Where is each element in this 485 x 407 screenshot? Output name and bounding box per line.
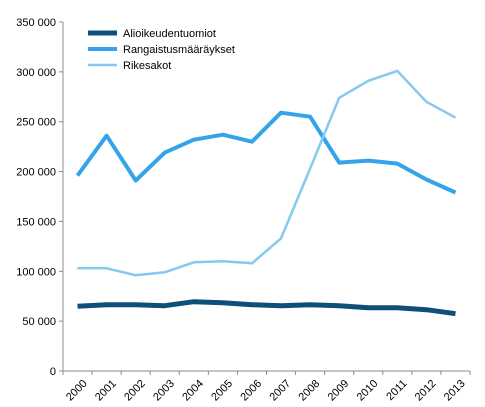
x-tick-label: 2007: [267, 378, 293, 404]
series-line-1: [77, 299, 456, 317]
x-tick-label: 2002: [122, 378, 148, 404]
series-lines: [75, 69, 457, 317]
y-tick-label: 0: [50, 366, 56, 378]
y-tick-label: 200 000: [16, 167, 56, 179]
series-line-2: [75, 110, 457, 195]
legend-label: Alioikeudentuomiot: [123, 28, 216, 40]
x-tick-label: 2012: [413, 378, 439, 404]
y-tick-label: 150 000: [16, 216, 56, 228]
x-tick-label: 2010: [355, 378, 381, 404]
axes: [59, 21, 471, 375]
x-tick-label: 2003: [151, 378, 177, 404]
series-line-3: [77, 69, 457, 277]
y-tick-label: 100 000: [16, 266, 56, 278]
y-tick-labels: 0 50 000 100 000 150 000 200 000 250 000 300 0…: [16, 17, 56, 378]
x-tick-label: 2008: [297, 378, 323, 404]
x-tick-label: 2006: [238, 378, 264, 404]
x-tick-labels: 2000 2001 2002 2003 2004 2005 2006 2007 2008 2009…: [64, 378, 468, 404]
x-tick-label: 2011: [384, 378, 409, 403]
legend-label: Rikesakot: [123, 60, 171, 72]
y-tick-label: 250 000: [16, 117, 56, 129]
y-tick-label: 350 000: [16, 17, 56, 29]
x-tick-label: 2004: [180, 378, 206, 404]
x-tick-label: 2005: [209, 378, 235, 404]
x-tick-label: 2009: [326, 378, 352, 404]
y-tick-label: 300 000: [16, 67, 56, 79]
x-tick-label: 2001: [93, 378, 119, 404]
x-tick-label: 2000: [64, 378, 90, 404]
legend-label: Rangaistusmääräykset: [123, 44, 235, 56]
x-tick-label: 2013: [442, 378, 468, 404]
y-tick-label: 50 000: [22, 316, 56, 328]
legend: Alioikeudentuomiot Rangaistusmääräykset Ri…: [88, 28, 235, 72]
